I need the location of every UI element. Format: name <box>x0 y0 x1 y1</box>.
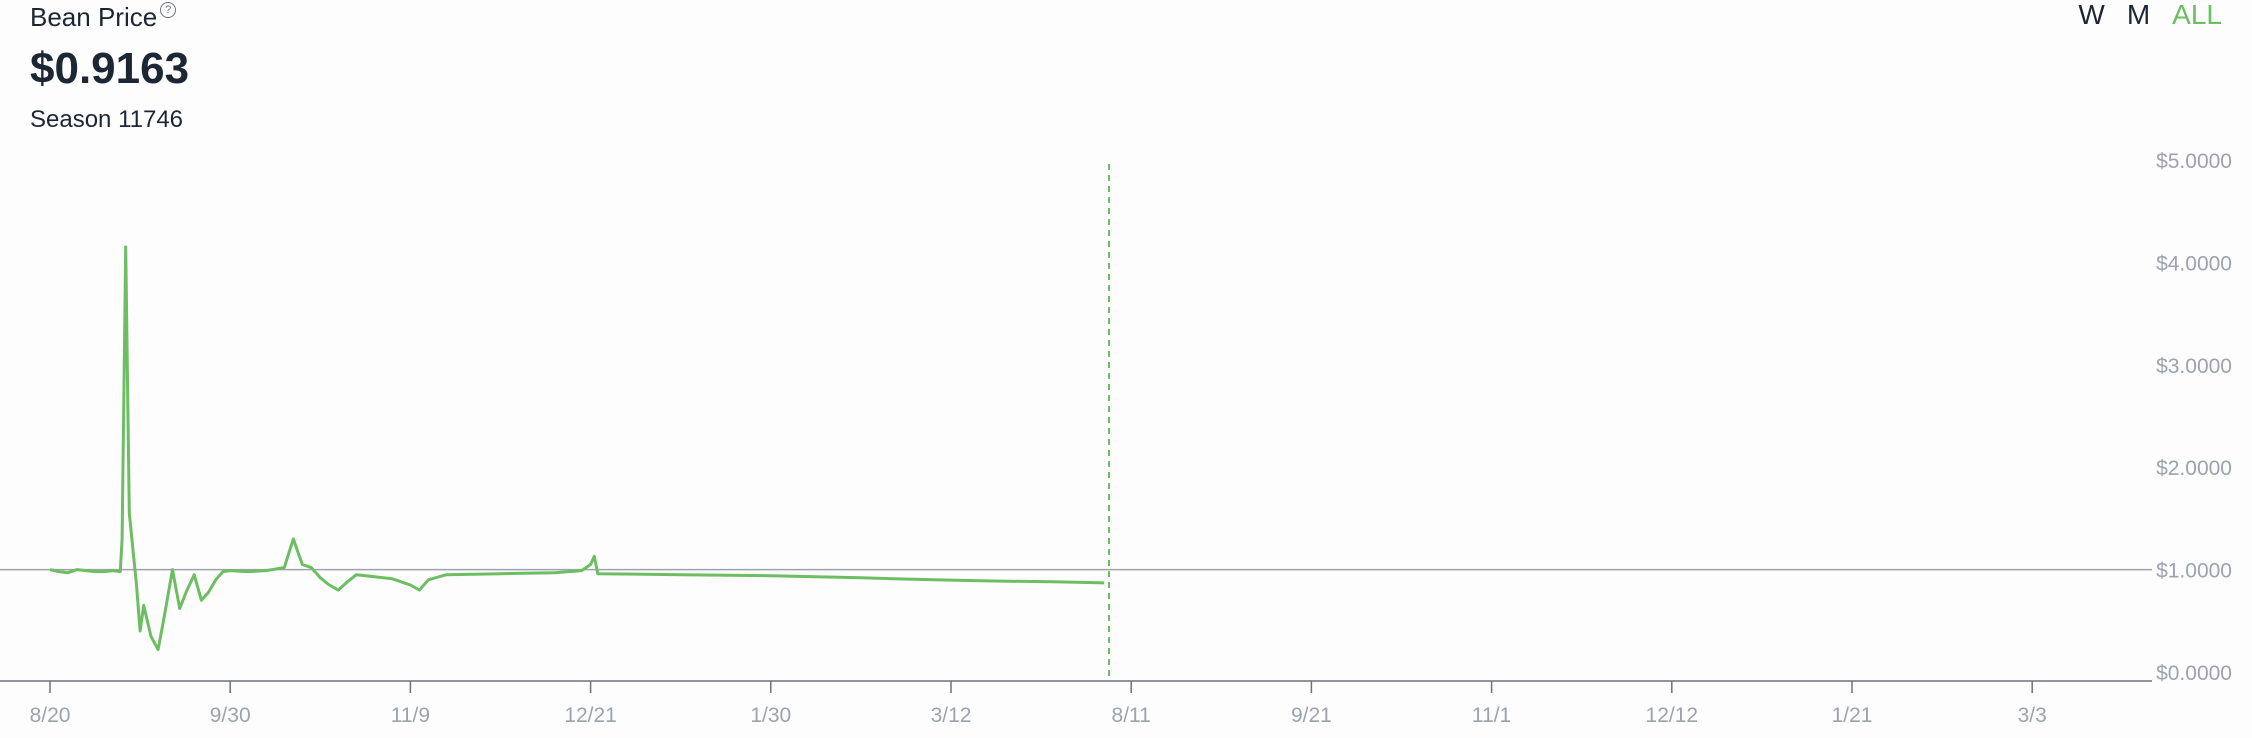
range-button-month[interactable]: M <box>2126 0 2151 30</box>
season-label: Season 11746 <box>30 106 184 133</box>
x-tick-label: 11/9 <box>391 704 430 727</box>
x-tick-label: 8/11 <box>1112 704 1151 727</box>
y-tick-label: $5.0000 <box>2156 150 2232 173</box>
x-tick-label: 9/30 <box>210 704 251 727</box>
range-button-all[interactable]: ALL <box>2172 0 2222 30</box>
chart-title: Bean Price <box>30 2 158 32</box>
y-tick-label: $3.0000 <box>2156 355 2232 378</box>
x-tick-label: 3/3 <box>2018 704 2047 727</box>
x-tick-label: 12/12 <box>1646 704 1699 727</box>
x-tick-label: 8/20 <box>30 704 71 727</box>
y-tick-label: $2.0000 <box>2156 457 2232 480</box>
y-tick-label: $0.0000 <box>2156 662 2232 685</box>
y-tick-label: $1.0000 <box>2156 560 2232 583</box>
current-price: $0.9163 <box>30 44 190 93</box>
x-tick-label: 11/1 <box>1472 704 1511 727</box>
chart-header: Bean Price ? $0.9163 Season 11746 <box>30 0 189 134</box>
y-tick-label: $4.0000 <box>2156 252 2232 275</box>
x-tick-label: 1/21 <box>1832 704 1873 727</box>
x-tick-label: 3/12 <box>931 704 972 727</box>
x-tick-label: 1/30 <box>750 704 791 727</box>
x-tick-label: 9/21 <box>1291 704 1332 727</box>
help-icon[interactable]: ? <box>160 2 177 18</box>
price-series-line <box>49 245 1105 651</box>
x-tick-label: 12/21 <box>564 704 617 727</box>
range-button-week[interactable]: W <box>2078 0 2105 30</box>
range-selector: W M ALL <box>2078 0 2222 30</box>
